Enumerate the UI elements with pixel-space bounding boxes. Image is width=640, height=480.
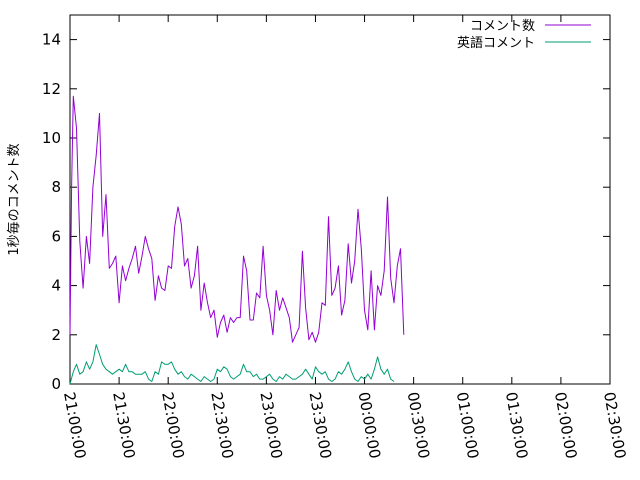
series-line-1 — [69, 95, 405, 343]
x-tick-label: 00:30:00 — [404, 391, 433, 460]
plot-frame — [69, 14, 611, 385]
x-tick-label: 01:30:00 — [502, 391, 531, 460]
y-tick-label: 4 — [51, 277, 61, 295]
y-tick-label: 2 — [51, 326, 61, 344]
x-tick-label: 21:30:00 — [109, 391, 138, 460]
x-tick-label: 23:00:00 — [256, 391, 285, 460]
y-tick-label: 10 — [42, 129, 61, 147]
y-tick-label: 12 — [42, 80, 61, 98]
x-tick-label: 22:30:00 — [207, 391, 236, 460]
legend-label: コメント数 — [470, 19, 535, 34]
x-tick-label: 22:00:00 — [158, 391, 187, 460]
legend-label: 英語コメント — [457, 35, 535, 51]
x-tick-label: 02:30:00 — [600, 391, 629, 460]
x-tick-label: 02:00:00 — [551, 391, 580, 460]
y-tick-label: 8 — [51, 178, 61, 196]
y-tick-label: 6 — [51, 227, 61, 245]
y-axis-label: 1秒毎のコメント数 — [6, 143, 22, 255]
series-layer — [69, 95, 405, 385]
series-line-2 — [69, 344, 395, 385]
x-tick-label: 23:30:00 — [306, 391, 335, 460]
y-tick-label: 14 — [42, 31, 61, 49]
x-tick-label: 01:00:00 — [453, 391, 482, 460]
plot-area — [69, 14, 611, 385]
x-tick-label: 21:00:00 — [60, 391, 89, 460]
y-axis-ticks: 0 2 4 6 8 10 12 14 — [42, 31, 610, 393]
x-tick-label: 00:00:00 — [355, 391, 384, 460]
y-tick-label: 0 — [51, 375, 61, 393]
